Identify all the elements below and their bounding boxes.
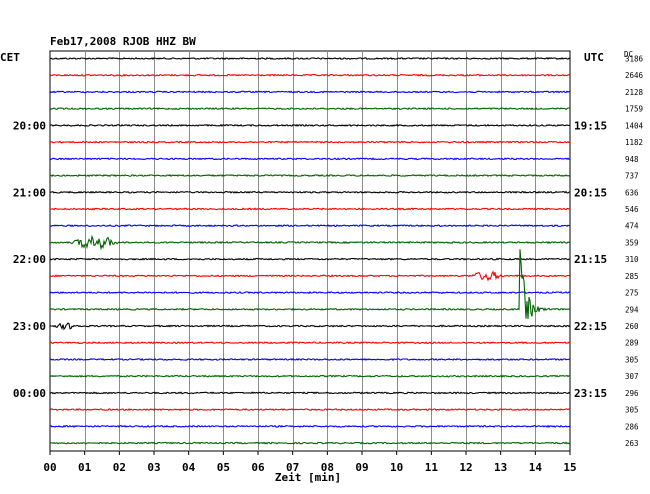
chart-grid <box>49 50 571 452</box>
x-tick-label: 12 <box>459 461 472 474</box>
dc-value: 289 <box>625 339 639 348</box>
utc-time-label: 19:15 <box>574 119 607 132</box>
trace-row-2 <box>49 90 571 94</box>
x-tick-label: 04 <box>182 461 196 474</box>
chart-title: Feb17,2008 RJOB HHZ BW <box>50 35 196 48</box>
utc-time-label: 22:15 <box>574 320 607 333</box>
cet-time-label: 22:00 <box>13 253 46 266</box>
dc-value: 285 <box>625 272 639 281</box>
trace-row-17 <box>49 341 571 345</box>
utc-axis-label: UTC <box>584 51 604 64</box>
dc-value: 294 <box>625 305 639 314</box>
trace-row-6 <box>49 157 571 161</box>
trace-row-1 <box>49 73 571 77</box>
dc-value: 286 <box>625 422 639 431</box>
dc-value: 1759 <box>625 105 643 114</box>
x-tick-label: 00 <box>43 461 56 474</box>
dc-value: 1182 <box>625 138 643 147</box>
trace-row-22 <box>49 424 571 428</box>
utc-time-label: 20:15 <box>574 186 607 199</box>
dc-value: 1404 <box>625 121 644 130</box>
dc-value: 636 <box>625 188 639 197</box>
utc-time-labels: 19:15 20:15 21:15 22:15 23:15 <box>574 119 607 400</box>
cet-axis-label: CET <box>0 51 20 64</box>
dc-value: 305 <box>625 355 639 364</box>
dc-value: 3186 <box>625 55 644 64</box>
dc-value: 948 <box>625 155 639 164</box>
cet-time-label: 20:00 <box>13 119 46 132</box>
trace-row-9 <box>49 207 571 211</box>
trace-row-18 <box>49 357 571 362</box>
cet-time-label: 23:00 <box>13 320 46 333</box>
x-tick-label: 03 <box>147 461 160 474</box>
dc-value: 737 <box>625 172 639 181</box>
trace-row-13 <box>49 270 571 282</box>
trace-row-10 <box>50 224 571 228</box>
dc-value: 275 <box>625 289 639 298</box>
trace-row-7 <box>49 173 571 178</box>
trace-row-3 <box>49 107 571 111</box>
dc-label: DC <box>624 50 633 59</box>
dc-value: 305 <box>625 406 639 415</box>
x-tick-label: 02 <box>113 461 126 474</box>
trace-row-12 <box>49 257 570 261</box>
utc-time-label: 21:15 <box>574 253 607 266</box>
cet-time-label: 21:00 <box>13 186 46 199</box>
dc-value: 310 <box>625 255 639 264</box>
cet-time-labels: 20:00 21:00 22:00 23:00 00:00 <box>13 119 46 400</box>
dc-value: 307 <box>625 372 639 381</box>
x-tick-label: 15 <box>563 461 576 474</box>
dc-value: 2128 <box>625 88 644 97</box>
x-tick-label: 09 <box>355 461 368 474</box>
dc-value: 359 <box>625 238 639 247</box>
dc-value: 2646 <box>625 71 644 80</box>
trace-row-8 <box>49 190 571 194</box>
dc-value: 296 <box>625 389 639 398</box>
trace-group <box>49 57 571 445</box>
x-tick-label: 10 <box>390 461 403 474</box>
trace-row-20 <box>49 391 571 395</box>
x-tick-label: 14 <box>529 461 543 474</box>
dc-value: 263 <box>625 439 639 448</box>
plot-frame <box>49 50 571 452</box>
trace-row-16 <box>49 322 571 331</box>
x-axis-ticks: 00 01 02 03 04 05 06 07 08 09 10 11 12 13 14 15 <box>43 451 577 474</box>
dc-value: 546 <box>625 205 639 214</box>
dc-value: 260 <box>625 322 639 331</box>
trace-row-15 <box>49 249 571 320</box>
dc-value: 474 <box>625 222 639 231</box>
trace-row-0 <box>49 57 571 60</box>
x-tick-label: 07 <box>286 461 299 474</box>
x-tick-label: 05 <box>217 461 230 474</box>
trace-row-5 <box>49 140 570 144</box>
trace-row-19 <box>49 374 571 378</box>
x-tick-label: 08 <box>321 461 334 474</box>
x-tick-label: 01 <box>78 461 92 474</box>
trace-row-11 <box>50 234 571 251</box>
utc-time-label: 23:15 <box>574 387 607 400</box>
trace-row-21 <box>49 408 571 412</box>
trace-row-14 <box>49 291 571 295</box>
cet-time-label: 00:00 <box>13 387 46 400</box>
x-tick-label: 06 <box>251 461 265 474</box>
dc-values: 3186 2646 2128 1759 1404 1182 948 737 636 546 474 3… <box>625 55 644 449</box>
trace-row-23 <box>50 441 571 445</box>
x-axis-label: Zeit [min] <box>275 471 341 484</box>
x-tick-label: 11 <box>425 461 439 474</box>
x-tick-label: 13 <box>494 461 507 474</box>
trace-row-4 <box>49 123 571 128</box>
